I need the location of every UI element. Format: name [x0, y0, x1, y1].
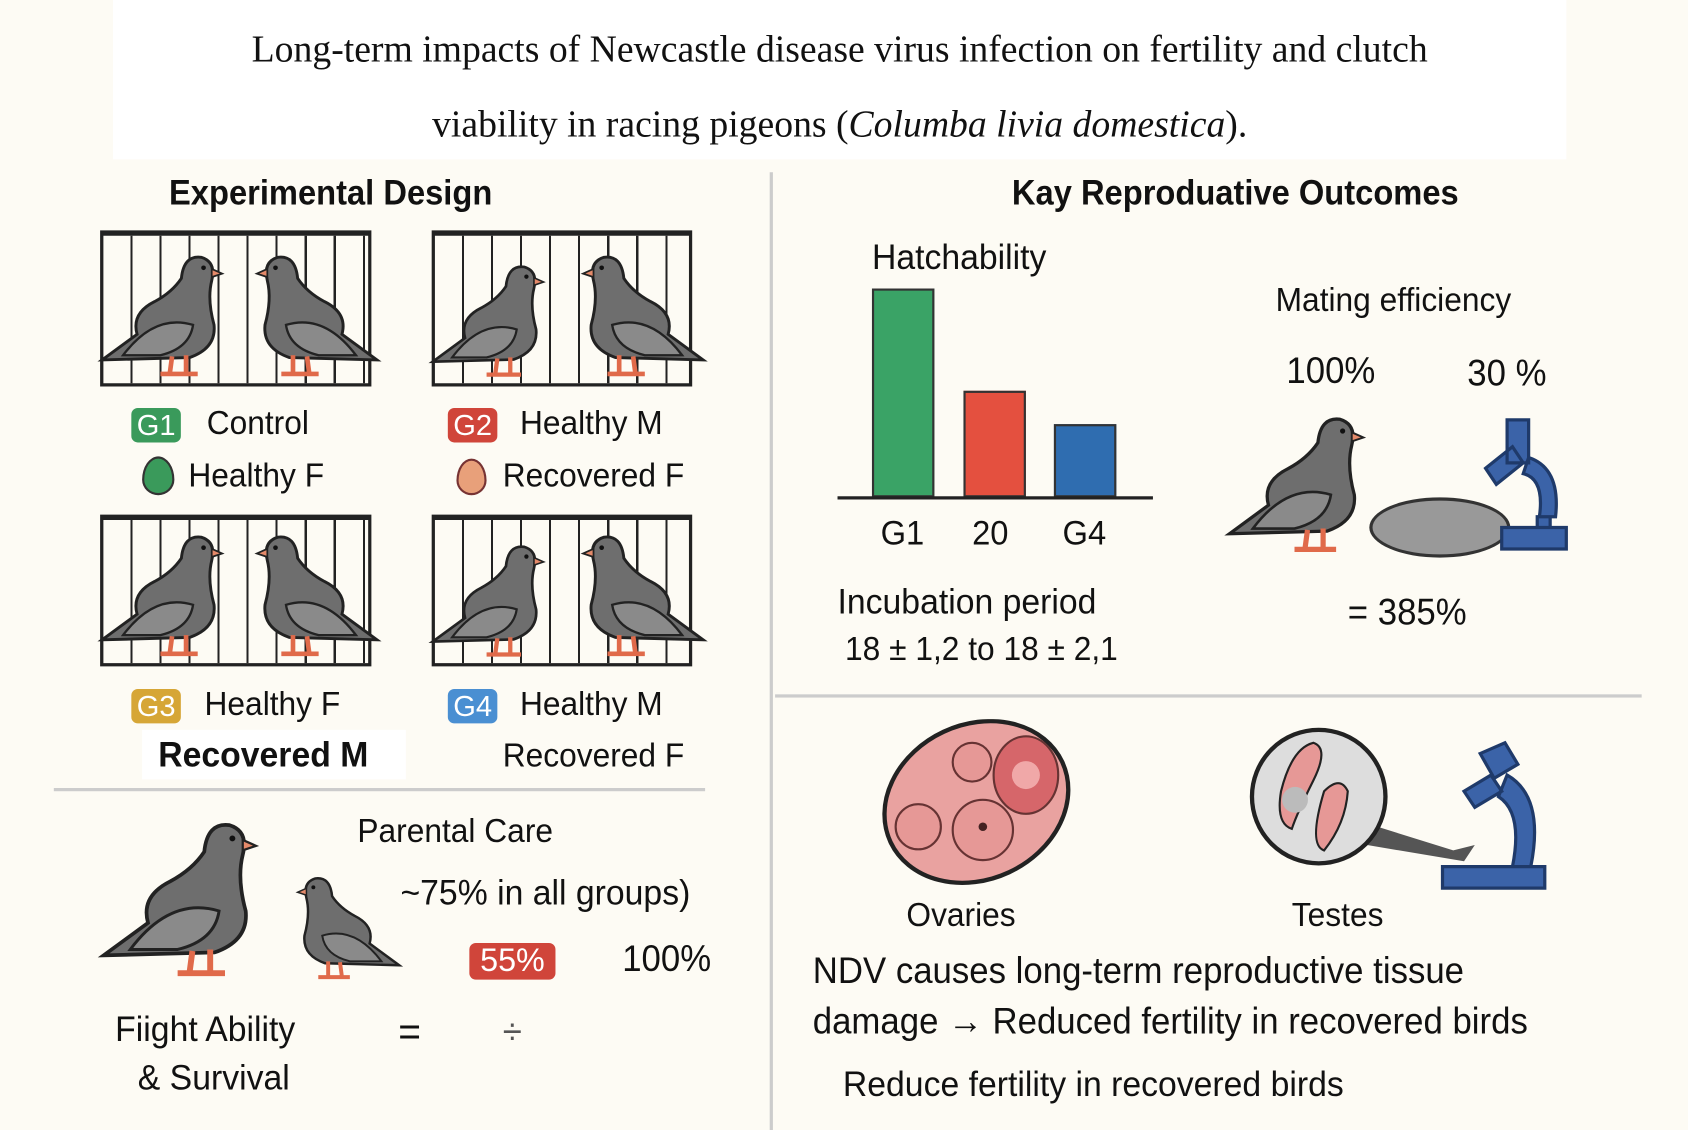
pigeon-icon — [575, 523, 715, 663]
title-text: viability in racing pigeons ( — [432, 103, 849, 146]
ovaries-label: Ovaries — [906, 895, 1016, 934]
g3-line2: Recovered M — [158, 734, 369, 775]
conclusion-line-2: damage → Reduced fertility in recovered … — [812, 1001, 1528, 1043]
testes-label: Testes — [1291, 895, 1384, 934]
g3-line1: Healthy F — [204, 684, 341, 723]
bar-label: G1 — [880, 513, 925, 553]
title-line-2: viability in racing pigeons (Columba liv… — [113, 103, 1566, 146]
pigeon-icon — [249, 523, 389, 663]
survival-label: & Survival — [137, 1057, 290, 1097]
vertical-divider — [769, 172, 773, 1130]
care-badge: 55% — [469, 943, 556, 980]
chart-baseline — [837, 496, 1153, 500]
egg-icon — [142, 456, 175, 496]
mating-value-1: 100% — [1286, 350, 1376, 392]
title-text: ). — [1225, 103, 1248, 146]
hatchability-bar-20 — [963, 390, 1026, 498]
conclusion-line-3: Reduce fertility in recovered birds — [842, 1063, 1344, 1104]
label-bg — [142, 729, 406, 780]
adult-pigeon-icon — [65, 807, 291, 985]
title-box: Long-term impacts of Newcastle disease v… — [113, 0, 1567, 160]
pigeon-icon — [90, 243, 230, 383]
incubation-value: 18 ± 1,2 to 18 ± 2,1 — [845, 629, 1118, 668]
mating-result: = 385% — [1347, 592, 1467, 633]
hatchability-label: Hatchability — [871, 236, 1047, 277]
design-heading: Experimental Design — [169, 172, 493, 213]
incubation-label: Incubation period — [837, 581, 1097, 622]
pigeon-icon — [422, 534, 551, 663]
badge-g4: G4 — [447, 688, 498, 724]
equals-sign: = — [398, 1009, 422, 1055]
cage-g1 — [100, 230, 371, 387]
mating-label: Mating efficiency — [1275, 280, 1512, 319]
conclusion-line-1: NDV causes long-term reproductive tissue — [812, 950, 1465, 992]
badge-g2: G2 — [447, 407, 498, 443]
egg-sample-icon — [1369, 497, 1511, 558]
g2-line1: Healthy M — [519, 403, 663, 442]
g4-line1: Healthy M — [519, 684, 663, 723]
left-divider — [53, 787, 706, 792]
g1-line2: Healthy F — [188, 456, 325, 495]
pigeon-icon — [249, 243, 389, 383]
species-name: Columba livia domestica — [848, 103, 1226, 146]
cage-g4 — [432, 514, 693, 667]
cage-g2 — [432, 230, 693, 387]
right-divider — [775, 694, 1642, 698]
care-note: ~75% in all groups) — [400, 871, 691, 912]
bar-label: G4 — [1062, 513, 1107, 553]
g4-line2: Recovered F — [502, 736, 685, 775]
hatchability-bar-G4 — [1053, 424, 1117, 498]
cage-g3 — [100, 514, 371, 667]
pigeon-icon — [575, 243, 715, 383]
care-heading: Parental Care — [357, 811, 554, 850]
outcomes-heading: Kay Reproduative Outcomes — [1011, 172, 1459, 213]
microscope-icon — [1483, 418, 1568, 551]
ovaries-illustration — [882, 719, 1071, 885]
pigeon-icon — [1200, 404, 1388, 560]
divide-sign: ÷ — [502, 1011, 522, 1053]
egg-icon — [456, 458, 487, 496]
bar-label: 20 — [972, 513, 1009, 553]
pigeon-icon — [422, 254, 551, 383]
mating-value-2: 30 % — [1467, 353, 1547, 394]
pigeon-icon — [90, 523, 230, 663]
testes-microscope-illustration — [1249, 727, 1547, 890]
g2-line2: Recovered F — [502, 456, 685, 495]
care-value: 100% — [622, 938, 712, 980]
badge-g3: G3 — [131, 688, 181, 724]
title-line-1: Long-term impacts of Newcastle disease v… — [251, 27, 1428, 70]
badge-g1: G1 — [131, 407, 181, 443]
g1-line1: Control — [206, 403, 309, 442]
hatchability-bar-G1 — [871, 288, 935, 498]
flight-label: Fiight Ability — [115, 1008, 296, 1049]
